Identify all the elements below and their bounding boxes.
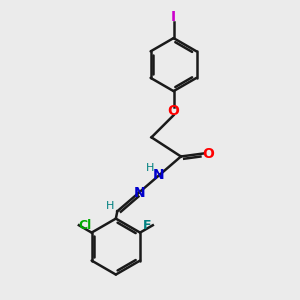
Text: N: N xyxy=(152,168,164,182)
Text: I: I xyxy=(171,10,176,24)
Text: O: O xyxy=(168,104,179,118)
Text: H: H xyxy=(106,201,114,211)
Text: H: H xyxy=(146,163,154,173)
Text: O: O xyxy=(202,146,214,161)
Text: F: F xyxy=(143,219,151,232)
Text: Cl: Cl xyxy=(79,219,92,232)
Text: N: N xyxy=(134,186,146,200)
